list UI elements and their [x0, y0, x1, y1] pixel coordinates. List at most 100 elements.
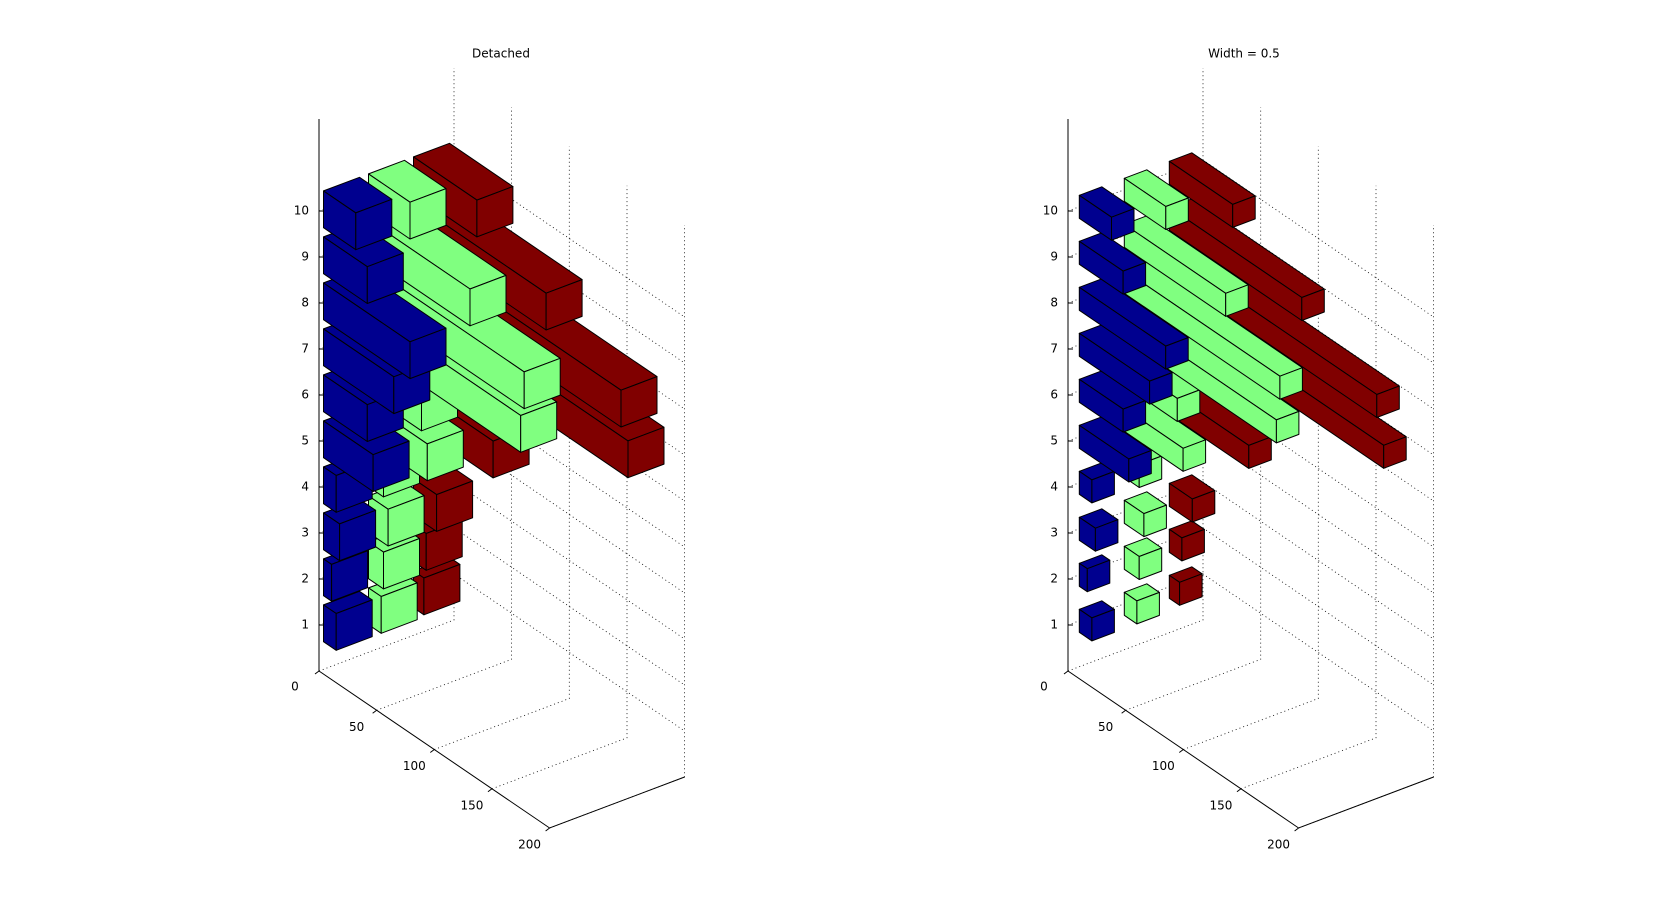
bar-face	[469, 274, 507, 327]
tick-mark	[1179, 749, 1184, 753]
bar-face	[620, 376, 658, 428]
category-tick-label: 6	[301, 388, 309, 402]
bar	[1078, 508, 1119, 552]
category-tick-label: 5	[301, 434, 309, 448]
bar-face	[426, 429, 464, 482]
chart-title: Detached	[472, 47, 530, 61]
bar	[1078, 462, 1115, 504]
bar	[323, 498, 377, 562]
tick-mark	[1236, 788, 1242, 793]
bar-face	[1275, 410, 1300, 444]
category-tick-label: 9	[1050, 250, 1058, 264]
bar-face	[1143, 504, 1167, 538]
category-tick-label: 1	[301, 618, 309, 632]
bar	[1078, 232, 1147, 295]
chart-title: Width = 0.5	[1208, 47, 1280, 61]
bar-face	[387, 495, 425, 547]
bar	[1168, 520, 1205, 562]
tick-mark	[314, 670, 320, 675]
bar-face	[523, 357, 561, 410]
bar-face	[1179, 573, 1203, 606]
bar	[413, 556, 461, 616]
bar-face	[1128, 450, 1152, 483]
bar-face	[627, 426, 665, 479]
bar-face	[339, 509, 377, 562]
bar-face	[476, 186, 514, 238]
bar-face	[1138, 547, 1163, 580]
bar-face	[372, 440, 410, 492]
bar-face	[1165, 337, 1189, 370]
tick-mark	[1121, 709, 1126, 714]
bar-face	[1091, 608, 1115, 642]
bar-face	[323, 558, 333, 602]
bar	[1123, 583, 1160, 625]
tick-mark	[545, 827, 550, 832]
bar	[1078, 186, 1135, 241]
value-tick-label: 100	[1152, 759, 1175, 773]
category-tick-label: 5	[1050, 434, 1058, 448]
category-tick-label: 9	[301, 250, 309, 264]
subplot: Width = 0.5 0 50 100 150 200 1 2 3 4 5 6 7 8 9 10	[1040, 47, 1434, 852]
value-tick-label: 200	[518, 838, 541, 852]
bar-face	[1182, 439, 1207, 472]
bar-face	[1111, 208, 1135, 241]
bar	[323, 590, 373, 651]
value-tick-label: 0	[1040, 680, 1048, 694]
bar	[1123, 491, 1167, 538]
category-tick-label: 10	[1043, 204, 1058, 218]
bar	[323, 176, 393, 251]
bar-face	[409, 327, 447, 380]
category-tick-label: 6	[1050, 388, 1058, 402]
category-tick-label: 7	[1050, 342, 1058, 356]
bar	[1123, 537, 1163, 580]
bar-face	[1122, 262, 1147, 295]
category-tick-label: 1	[1050, 618, 1058, 632]
bar	[1123, 169, 1189, 230]
bar-face	[545, 279, 583, 331]
value-tick-label: 200	[1267, 838, 1290, 852]
bar	[1078, 554, 1111, 593]
value-tick-label: 50	[349, 720, 364, 734]
bar-face	[1165, 197, 1189, 230]
value-tick-label: 150	[460, 798, 483, 812]
subplot: Detached 0 50 100 150 200 1 2 3 4 5 6 7 8 9 10	[291, 47, 685, 852]
bar-face	[1181, 528, 1205, 562]
bar-face	[1191, 490, 1216, 523]
bar-face	[1225, 284, 1249, 317]
bar	[1078, 278, 1189, 370]
category-tick-label: 7	[301, 342, 309, 356]
bar	[368, 527, 420, 590]
bar	[1168, 152, 1256, 228]
bar-face	[1383, 436, 1407, 469]
bar	[1168, 566, 1203, 606]
category-tick-label: 2	[1050, 572, 1058, 586]
value-tick-label: 0	[291, 680, 299, 694]
bar-face	[1086, 559, 1111, 593]
tick-mark	[372, 709, 377, 714]
bar	[1168, 474, 1216, 523]
value-tick-label: 50	[1098, 720, 1113, 734]
category-tick-label: 3	[1050, 526, 1058, 540]
bar-face	[355, 198, 393, 251]
bar-face	[520, 401, 558, 453]
bar-face	[380, 582, 418, 634]
tick-mark	[1063, 670, 1069, 675]
bar	[1078, 600, 1115, 642]
bar-face	[423, 563, 461, 616]
bar-face	[1136, 591, 1160, 625]
category-tick-label: 8	[301, 296, 309, 310]
bar-face	[1149, 372, 1173, 405]
category-tick-label: 8	[1050, 296, 1058, 310]
bar-face	[331, 550, 369, 602]
bar-face	[409, 188, 447, 240]
value-tick-label: 100	[403, 759, 426, 773]
category-tick-label: 10	[294, 204, 309, 218]
bar	[1078, 416, 1152, 483]
bar	[368, 481, 425, 547]
bar-face	[1232, 195, 1256, 228]
bar-face	[323, 466, 337, 513]
bar-face	[1301, 288, 1325, 321]
